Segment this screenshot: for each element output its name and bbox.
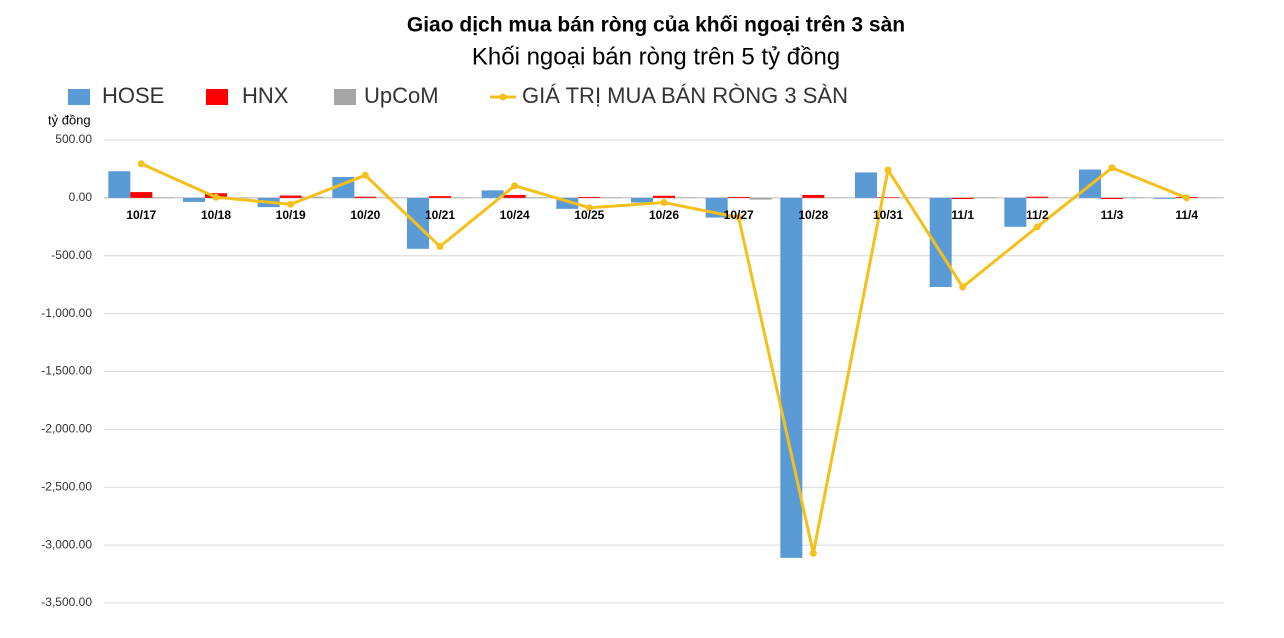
x-tick-label: 11/2 — [1026, 208, 1049, 222]
x-tick-label: 10/21 — [425, 208, 455, 222]
legend-swatch — [68, 89, 90, 105]
legend-swatch — [206, 89, 228, 105]
y-tick-label: -2,500.00 — [41, 479, 92, 493]
bar — [578, 196, 601, 198]
bar — [407, 197, 429, 249]
chart-title: Giao dịch mua bán ròng của khối ngoại tr… — [407, 14, 905, 37]
y-tick-label: -3,000.00 — [41, 537, 92, 551]
y-tick-label: -1,000.00 — [41, 306, 92, 320]
x-tick-label: 10/31 — [873, 208, 903, 222]
bar — [1123, 197, 1145, 198]
bar — [877, 197, 899, 198]
bar — [354, 196, 377, 198]
x-tick-label: 10/17 — [126, 208, 156, 222]
bar — [429, 196, 451, 198]
legend-label: HOSE — [102, 83, 164, 108]
bar — [855, 172, 877, 198]
legend: HOSE HNX UpCoM GIÁ TRỊ MUA BÁN RÒNG 3 SÀN — [68, 83, 848, 108]
x-tick-label: 10/27 — [724, 208, 754, 222]
line-point — [511, 182, 519, 190]
y-tick-label: -3,500.00 — [41, 595, 92, 609]
y-tick-label: -1,500.00 — [41, 364, 92, 378]
bar — [152, 197, 175, 198]
x-tick-label: 10/19 — [276, 208, 306, 222]
legend-label: GIÁ TRỊ MUA BÁN RÒNG 3 SÀN — [522, 83, 848, 108]
line-point — [137, 160, 145, 168]
bar — [675, 197, 697, 198]
y-tick-label: 500.00 — [55, 132, 92, 146]
bar — [749, 197, 772, 200]
x-tick-label: 11/3 — [1101, 208, 1124, 222]
bar — [1101, 197, 1123, 200]
x-tick-label: 10/20 — [350, 208, 380, 222]
y-tick-label: -2,000.00 — [41, 422, 92, 436]
legend-label: HNX — [242, 83, 289, 108]
bar — [802, 194, 825, 198]
bar — [525, 197, 548, 198]
legend-swatch — [499, 93, 507, 101]
x-tick-label: 10/26 — [649, 208, 679, 222]
bar — [631, 197, 653, 203]
bar — [1153, 197, 1176, 199]
bar — [1026, 196, 1049, 198]
legend-swatch — [334, 89, 356, 105]
x-tick-label: 11/4 — [1175, 208, 1198, 222]
bar — [600, 197, 623, 198]
bar — [183, 197, 205, 202]
line-point — [1183, 194, 1191, 202]
x-tick-label: 10/18 — [201, 208, 231, 222]
x-tick-label: 11/1 — [951, 208, 974, 222]
line — [140, 162, 1188, 554]
line-point — [361, 171, 369, 179]
y-axis-label: tỷ đồng — [48, 112, 91, 127]
line-point — [436, 242, 444, 250]
bar — [481, 190, 504, 198]
bar — [556, 197, 579, 209]
line-point — [585, 204, 593, 212]
bar — [130, 192, 153, 198]
line-point — [660, 199, 668, 207]
bar — [503, 194, 526, 198]
bar — [108, 171, 131, 198]
line-point — [884, 166, 892, 174]
legend-label: UpCoM — [364, 83, 439, 108]
line-point — [735, 214, 743, 222]
line-point — [212, 193, 220, 201]
bar — [653, 195, 675, 198]
bar — [727, 196, 750, 198]
bar — [780, 197, 803, 558]
x-tick-label: 10/28 — [798, 208, 828, 222]
line-point — [1108, 164, 1116, 172]
bar — [973, 197, 996, 198]
y-tick-label: -500.00 — [51, 248, 92, 262]
line-point — [959, 283, 967, 291]
line-point — [1033, 223, 1041, 231]
bar — [951, 197, 974, 200]
bar — [929, 197, 952, 288]
bar — [279, 195, 302, 198]
bar — [1004, 197, 1027, 227]
x-tick-label: 10/25 — [574, 208, 604, 222]
x-tick-label: 10/24 — [500, 208, 530, 222]
line-point — [287, 200, 295, 208]
y-tick-label: 0.00 — [69, 190, 93, 204]
chart-subtitle: Khối ngoại bán ròng trên 5 tỷ đồng — [472, 43, 840, 70]
line-point — [809, 549, 817, 557]
